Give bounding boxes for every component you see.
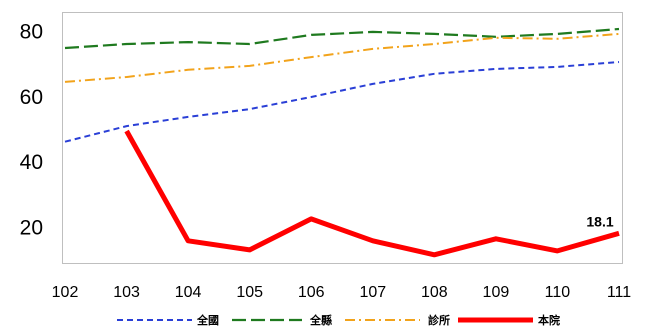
y-axis-labels: 20 40 60 80	[20, 21, 43, 240]
legend-label-clinics: 診所	[428, 313, 450, 327]
legend-label-national: 全國	[196, 313, 219, 327]
y-tick-label: 80	[20, 21, 43, 44]
x-axis-labels: 102 103 104 105 106 107 108 109 110 111	[52, 284, 632, 301]
legend-label-county: 全縣	[309, 313, 332, 327]
x-tick-label: 102	[52, 284, 79, 301]
x-tick-label: 105	[236, 284, 263, 301]
x-tick-label: 110	[545, 284, 571, 301]
series-line-county	[64, 27, 620, 50]
data-labels: 18.1	[586, 213, 613, 229]
x-tick-label: 107	[359, 284, 386, 301]
plot-area	[62, 12, 623, 264]
y-tick-label: 20	[20, 217, 43, 240]
series-line-our-hospital	[124, 129, 620, 258]
x-tick-label: 104	[175, 284, 202, 301]
series-line-national	[64, 61, 620, 143]
series-layer	[64, 27, 620, 258]
x-tick-label: 106	[298, 284, 325, 301]
y-tick-label: 60	[20, 86, 43, 109]
x-tick-label: 103	[113, 284, 140, 301]
x-tick-label: 108	[421, 284, 448, 301]
data-label: 18.1	[586, 213, 613, 229]
y-tick-label: 40	[20, 151, 43, 174]
legend: 全國 全縣 診所 本院	[117, 313, 560, 327]
x-tick-label: 111	[607, 284, 631, 301]
series-line-clinics	[64, 32, 620, 83]
legend-label-our-hospital: 本院	[538, 313, 560, 327]
x-tick-label: 109	[483, 284, 510, 301]
